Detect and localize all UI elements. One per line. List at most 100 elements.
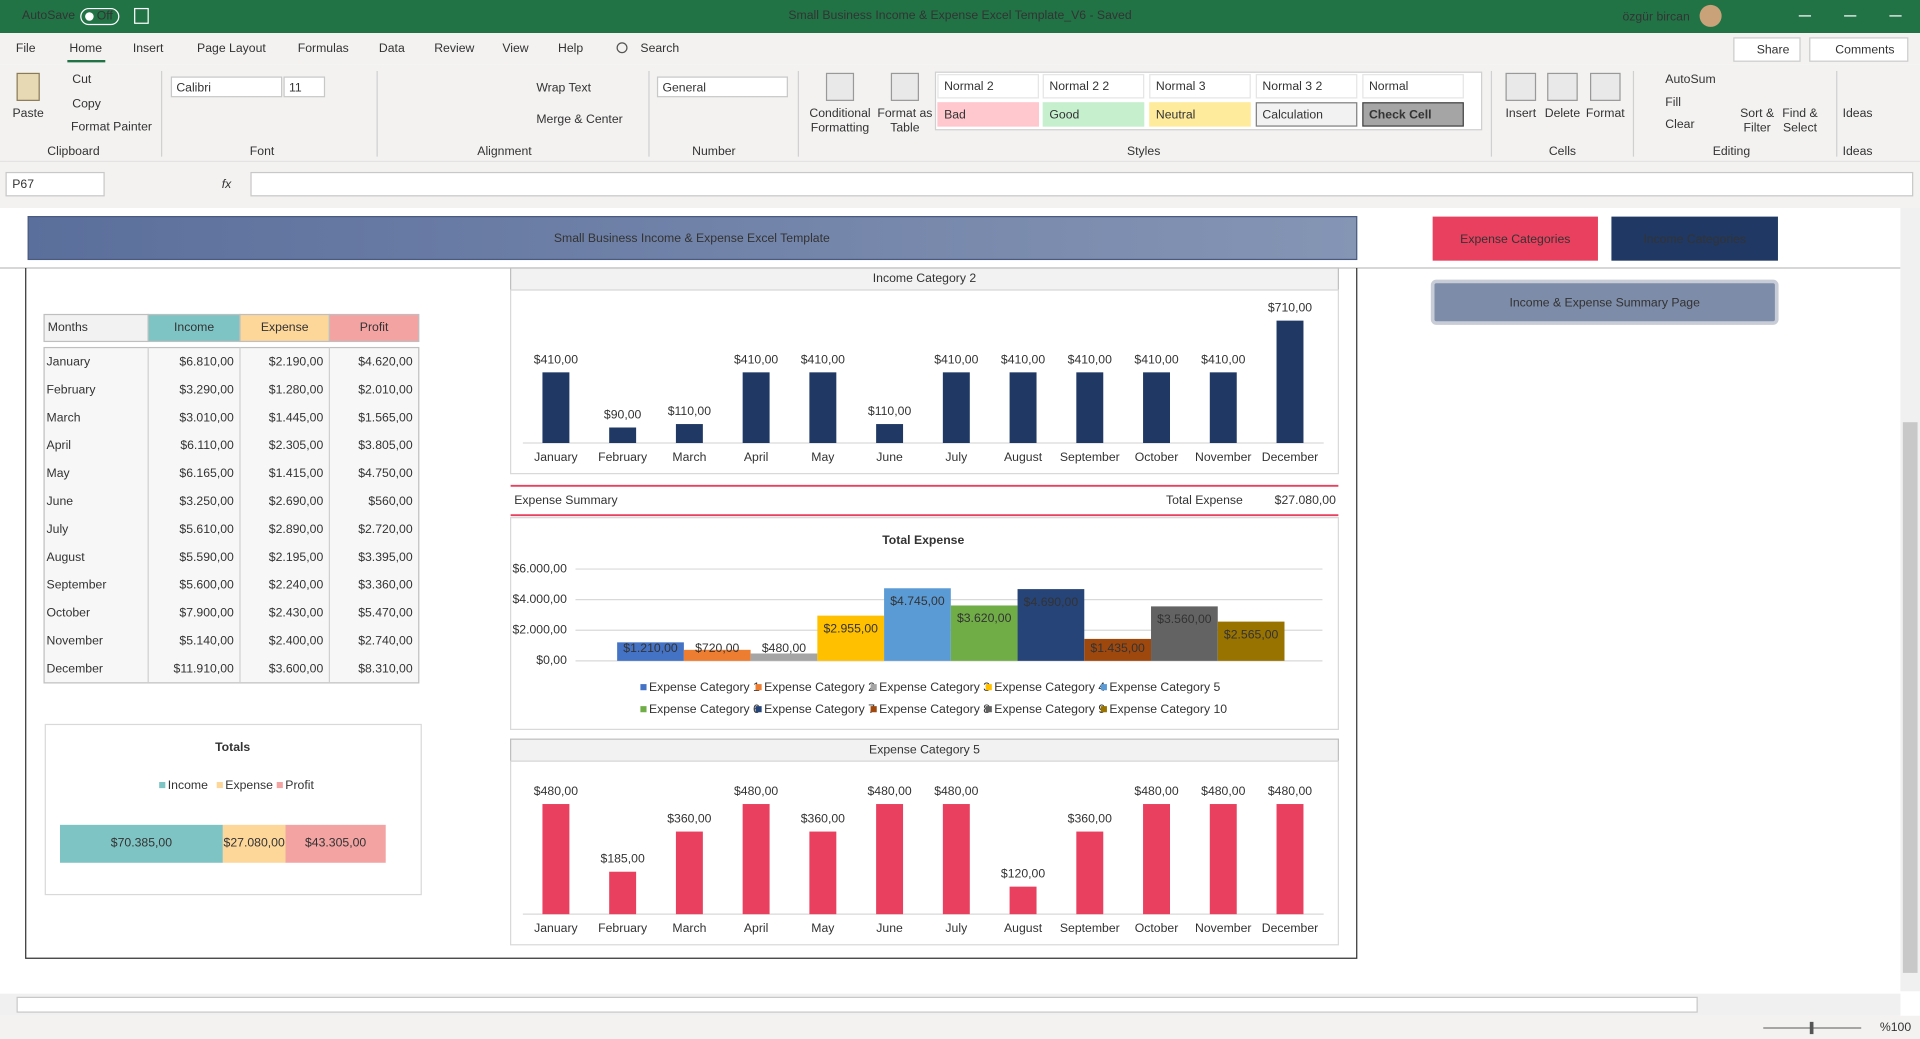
- menu-tab[interactable]: Insert: [133, 41, 164, 55]
- comments[interactable]: Comments: [1835, 42, 1894, 56]
- ribbon-item[interactable]: Cut: [72, 72, 92, 86]
- table-cell: $5.470,00: [358, 606, 413, 620]
- bar: [1076, 372, 1104, 444]
- ribbon-item[interactable]: Format Painter: [71, 120, 152, 134]
- menu-tab[interactable]: Page Layout: [197, 41, 266, 55]
- legend-swatch: [1100, 706, 1107, 713]
- bar-value-label: $120,00: [1001, 867, 1045, 881]
- table-cell: $2.430,00: [269, 606, 324, 620]
- cell-style: [1362, 102, 1464, 127]
- bar-value-label: $185,00: [601, 852, 645, 866]
- ribbon-item[interactable]: Merge & Center: [536, 112, 622, 126]
- ribbon-item[interactable]: Find &: [1782, 106, 1817, 120]
- ribbon-item[interactable]: Delete: [1545, 106, 1581, 120]
- table-cell: $2.890,00: [269, 522, 324, 536]
- table-cell: $1.280,00: [269, 382, 324, 396]
- cell-style: [1255, 74, 1358, 99]
- menu-tab[interactable]: Data: [379, 41, 405, 55]
- table-body: [43, 346, 420, 684]
- ribbon-item[interactable]: Filter: [1744, 121, 1771, 135]
- table-cell: $6.165,00: [179, 466, 234, 480]
- bar-value-label: $110,00: [868, 404, 912, 418]
- ribbon-item[interactable]: Calibri: [176, 80, 211, 94]
- table-cell: $2.400,00: [269, 634, 324, 648]
- legend-swatch: [640, 706, 647, 713]
- group-label: Styles: [1127, 144, 1160, 158]
- table-header-cell: [328, 313, 420, 343]
- table-cell: $8.310,00: [358, 661, 413, 675]
- cell-style-label[interactable]: Calculation: [1262, 107, 1323, 121]
- ribbon-item[interactable]: General: [662, 80, 706, 94]
- table-cell: February: [47, 382, 97, 396]
- menu-tab[interactable]: Review: [434, 41, 474, 55]
- table-cell: March: [47, 410, 81, 424]
- ribbon-item[interactable]: Paste: [13, 106, 44, 120]
- nav-button-label[interactable]: Expense Categories: [1460, 232, 1570, 246]
- number-format-box: [656, 76, 788, 98]
- autosave-label: AutoSave: [22, 8, 75, 22]
- cell-style-label[interactable]: Neutral: [1156, 107, 1195, 121]
- y-tick-label: $6.000,00: [512, 561, 567, 575]
- x-tick-label: November: [1195, 450, 1251, 464]
- menu-tab[interactable]: Formulas: [298, 41, 349, 55]
- cell-style-label[interactable]: Check Cell: [1369, 107, 1432, 121]
- menu-tab[interactable]: Help: [558, 41, 583, 55]
- bar: [942, 372, 970, 444]
- bar: [942, 804, 970, 915]
- ribbon-item[interactable]: Wrap Text: [536, 80, 591, 94]
- nav-button-label[interactable]: Income Categories: [1643, 232, 1746, 246]
- table-cell: $2.195,00: [269, 550, 324, 564]
- table-cell: $3.290,00: [179, 382, 234, 396]
- ribbon-icon: [1590, 72, 1621, 101]
- bar: [1217, 621, 1285, 661]
- group-label: Cells: [1549, 144, 1576, 158]
- bar-value-label: $4.690,00: [1024, 595, 1079, 609]
- totals-panel: [44, 723, 422, 896]
- ribbon-item[interactable]: Clear: [1665, 117, 1694, 131]
- table-cell: November: [47, 634, 103, 648]
- table-cell: $2.190,00: [269, 354, 324, 368]
- bar-value-label: $410,00: [1201, 352, 1245, 366]
- bar-value-label: $3.620,00: [957, 611, 1012, 625]
- ribbon-item[interactable]: Conditional: [809, 106, 870, 120]
- ribbon-item[interactable]: Sort &: [1740, 106, 1774, 120]
- ribbon-item[interactable]: Ideas: [1843, 106, 1873, 120]
- table-header-cell: [147, 313, 241, 343]
- cell-style-label[interactable]: Good: [1049, 107, 1079, 121]
- share[interactable]: Share: [1757, 42, 1790, 56]
- ribbon-item[interactable]: Format as: [877, 106, 932, 120]
- nav-button-label[interactable]: Income & Expense Summary Page: [1509, 296, 1700, 310]
- legend-swatch: [755, 706, 762, 713]
- ribbon-item[interactable]: Format: [1586, 106, 1625, 120]
- ribbon-item[interactable]: Formatting: [811, 121, 870, 135]
- cell-style-label[interactable]: Normal 3: [1156, 79, 1206, 93]
- cell-style-label[interactable]: Normal 2: [944, 79, 994, 93]
- menu-tab[interactable]: File: [16, 41, 36, 55]
- cell-style-label[interactable]: Bad: [944, 107, 966, 121]
- status-bar: [0, 1015, 1920, 1039]
- ribbon-item[interactable]: AutoSum: [1665, 72, 1715, 86]
- bar: [809, 372, 837, 444]
- bar-value-label: $410,00: [1068, 352, 1112, 366]
- cell-style-label[interactable]: Normal 3 2: [1262, 79, 1322, 93]
- cell-style-label[interactable]: Normal 2 2: [1049, 79, 1109, 93]
- bar: [1276, 320, 1304, 444]
- bar-value-label: $360,00: [667, 812, 711, 826]
- menu-tab[interactable]: View: [502, 41, 528, 55]
- ribbon-item[interactable]: 11: [289, 80, 302, 94]
- menu-tab[interactable]: Home: [69, 41, 102, 55]
- ribbon-item[interactable]: Insert: [1506, 106, 1537, 120]
- search[interactable]: Search: [640, 41, 679, 55]
- ribbon-item[interactable]: Fill: [1665, 95, 1681, 109]
- cell-style-label[interactable]: Normal: [1369, 79, 1408, 93]
- title-bar: [0, 0, 1920, 34]
- zoom-thumb: [1809, 1021, 1814, 1035]
- x-tick-label: February: [598, 450, 648, 464]
- bar: [675, 831, 703, 915]
- x-tick-label: January: [534, 450, 578, 464]
- ribbon-item[interactable]: Table: [890, 121, 919, 135]
- ribbon-item[interactable]: Copy: [72, 96, 101, 110]
- legend-swatch: [870, 684, 877, 691]
- font-box: [170, 76, 283, 98]
- ribbon-item[interactable]: Select: [1783, 121, 1818, 135]
